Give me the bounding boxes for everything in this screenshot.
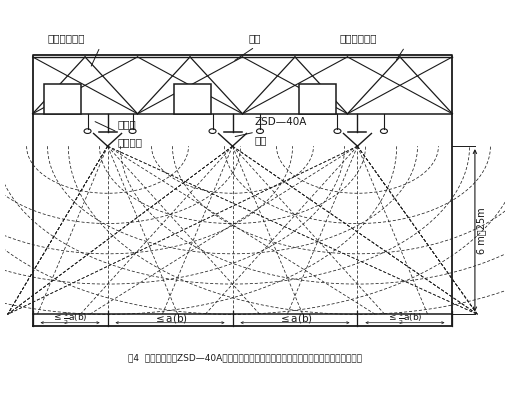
Text: 探测组件: 探测组件	[117, 137, 143, 147]
Text: 水管: 水管	[248, 33, 261, 43]
Text: $\leq$a(b): $\leq$a(b)	[152, 312, 187, 325]
Text: 6 m～25m: 6 m～25m	[475, 207, 485, 254]
Text: ZSD—40A: ZSD—40A	[254, 117, 307, 127]
Text: 喷头: 喷头	[254, 135, 267, 146]
Bar	[174, 84, 211, 114]
Text: $\leq\frac{1}{2}$a(b): $\leq\frac{1}{2}$a(b)	[52, 310, 88, 327]
Text: 智能型: 智能型	[117, 119, 136, 129]
Bar	[44, 84, 81, 114]
Text: 楼板（屋面）: 楼板（屋面）	[340, 33, 377, 43]
Text: $\leq\frac{1}{2}$a(b): $\leq\frac{1}{2}$a(b)	[386, 310, 422, 327]
Bar	[298, 84, 335, 114]
Text: 天花（架底）: 天花（架底）	[47, 33, 85, 43]
Text: 图4  多个标准型（ZSD—40A）大空间智能灭火装置吊顶式（或悬空式）安装及喷水示意: 图4 多个标准型（ZSD—40A）大空间智能灭火装置吊顶式（或悬空式）安装及喷水…	[128, 353, 361, 362]
Text: $\leq$a(b): $\leq$a(b)	[277, 312, 312, 325]
